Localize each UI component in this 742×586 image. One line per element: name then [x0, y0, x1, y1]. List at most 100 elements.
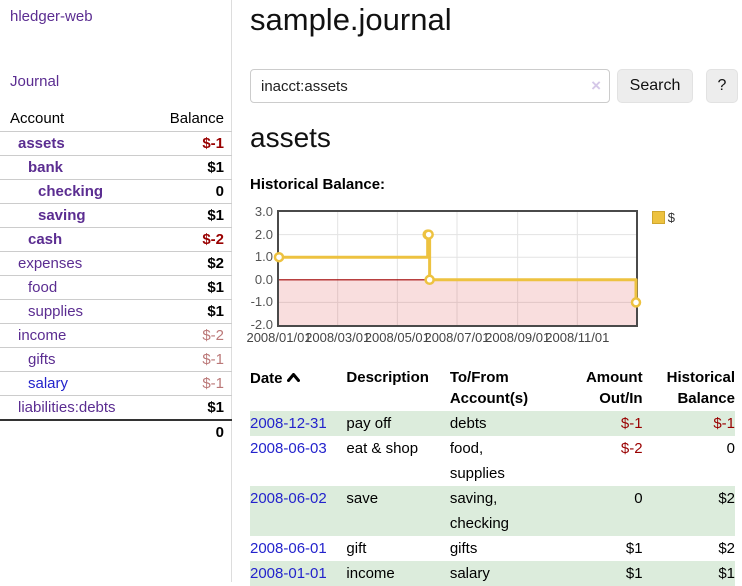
account-row: assets $-1: [0, 131, 232, 155]
account-link[interactable]: gifts: [28, 351, 56, 368]
account-link[interactable]: food: [28, 279, 58, 296]
clear-search-icon[interactable]: ×: [591, 76, 601, 95]
transaction-description: income: [346, 561, 450, 586]
register-header-description: Description: [346, 369, 429, 386]
transaction-amount: $-1: [551, 411, 643, 436]
transaction-date-link[interactable]: 2008-06-03: [250, 440, 327, 457]
nav-journal-link[interactable]: Journal: [10, 73, 60, 90]
account-row: cash $-2: [0, 227, 232, 251]
transaction-balance: $-1: [642, 411, 735, 436]
transaction-date-link[interactable]: 2008-01-01: [250, 565, 327, 582]
account-link[interactable]: supplies: [28, 303, 84, 320]
register-row: 2008-01-01 income salary $1 $1: [250, 561, 735, 586]
y-axis-tick-label: 0.0: [254, 271, 273, 287]
transaction-date-link[interactable]: 2008-06-01: [250, 540, 327, 557]
account-balance: $2: [207, 255, 224, 272]
transaction-balance: $2: [718, 540, 735, 557]
data-point: [273, 251, 285, 263]
account-balance: $-1: [202, 351, 224, 368]
transaction-accounts: salary: [449, 561, 552, 586]
chart-plot-area[interactable]: [273, 210, 642, 327]
chart-legend: $: [649, 209, 677, 226]
register-table: Date Description To/From Account(s) Amount Ou…: [250, 363, 735, 586]
chart-canvas: [273, 212, 642, 325]
register-row: 2008-06-01 gift gifts $1 $2: [250, 536, 735, 561]
transaction-balance: $1: [642, 561, 735, 586]
register-row: 2008-06-03 eat & shop food, supplies $-2 0: [250, 436, 735, 486]
transaction-date-link[interactable]: 2008-06-02: [250, 490, 327, 507]
y-axis-tick-label: 3.0: [254, 204, 273, 219]
transaction-amount: $1: [551, 561, 643, 586]
y-axis-tick-label: 2.0: [254, 226, 273, 242]
transaction-description: eat & shop: [346, 440, 419, 457]
search-input[interactable]: [250, 69, 610, 103]
account-balance: $1: [207, 207, 224, 224]
sidebar: hledger-web Journal Account Balance asse…: [0, 0, 232, 582]
transaction-accounts: saving, checking: [449, 486, 552, 536]
transaction-amount: 0: [551, 486, 643, 536]
account-tree-header: Account Balance: [0, 106, 232, 131]
register-row: 2008-12-31 pay off debts $-1 $-1: [250, 411, 735, 436]
x-axis-tick-label: 2008/07/01: [424, 330, 490, 345]
account-link[interactable]: checking: [38, 183, 104, 200]
account-column-label: Account: [10, 110, 65, 127]
account-balance: $-1: [202, 135, 224, 152]
search-bar: × Search ?: [250, 69, 738, 103]
account-row: liabilities:debts $1: [0, 395, 232, 419]
account-row: salary $-1: [0, 371, 232, 395]
register-header-historical: Historical Balance: [666, 369, 735, 407]
data-point: [630, 297, 642, 308]
account-balance: $1: [207, 279, 224, 296]
x-axis-tick-label: 2008/03/01: [305, 330, 371, 345]
account-link[interactable]: bank: [28, 159, 64, 176]
main-content: sample.journal × Search ? assets Histori…: [233, 0, 742, 586]
account-row: supplies $1: [0, 299, 232, 323]
legend-swatch: [651, 211, 665, 224]
search-button[interactable]: Search: [617, 69, 693, 103]
transaction-description: gift: [346, 540, 367, 557]
account-row: checking 0: [0, 179, 232, 203]
account-row: bank $1: [0, 155, 232, 179]
total-balance: 0: [215, 423, 224, 441]
account-link[interactable]: cash: [28, 231, 63, 248]
account-heading: assets: [250, 122, 331, 153]
register-header-amount: Amount Out/In: [585, 369, 643, 407]
data-point: [423, 229, 434, 240]
account-link[interactable]: saving: [38, 207, 86, 224]
transaction-accounts: debts: [449, 411, 552, 436]
x-axis-tick-label: 2008/05/01: [364, 330, 430, 345]
app-brand-link[interactable]: hledger-web: [10, 8, 93, 25]
register-header-date[interactable]: Date: [250, 363, 346, 411]
transaction-balance: 0: [726, 440, 735, 457]
account-balance: $1: [207, 399, 224, 416]
account-balance: $-2: [202, 231, 224, 248]
transaction-amount: $1: [625, 540, 643, 557]
account-link[interactable]: income: [18, 327, 67, 344]
account-row: gifts $-1: [0, 347, 232, 371]
transaction-description: save: [346, 486, 450, 536]
account-link[interactable]: expenses: [18, 255, 83, 272]
legend-label: $: [667, 210, 675, 225]
transaction-balance: $2: [642, 486, 735, 536]
account-row: income $-2: [0, 323, 232, 347]
account-row: food $1: [0, 275, 232, 299]
transaction-description: pay off: [346, 411, 450, 436]
y-axis-tick-label: 1.0: [254, 249, 273, 265]
account-link[interactable]: assets: [18, 135, 65, 152]
help-button[interactable]: ?: [706, 69, 738, 103]
account-tree-total: 0: [0, 419, 232, 443]
account-balance: $1: [207, 159, 224, 176]
balance-column-label: Balance: [169, 110, 224, 127]
y-axis-tick-label: -1.0: [250, 294, 273, 310]
account-link[interactable]: salary: [28, 375, 69, 392]
balance-chart: 3.0 2.0 1.0 0.0 -1.0 -2.0 2008/01/01 2008/03/0…: [243, 203, 683, 348]
register-row: 2008-06-02 save saving, checking 0 $2: [250, 486, 735, 536]
transaction-accounts: gifts: [449, 540, 478, 557]
account-tree: Account Balance assets $-1 bank $1 checking 0…: [0, 106, 232, 443]
negative-region: [279, 279, 636, 325]
account-balance: $-2: [202, 327, 224, 344]
chart-title: Historical Balance:: [250, 176, 386, 193]
page-title: sample.journal: [250, 2, 452, 37]
transaction-date-link[interactable]: 2008-12-31: [250, 415, 327, 432]
account-link[interactable]: liabilities:debts: [18, 399, 116, 416]
